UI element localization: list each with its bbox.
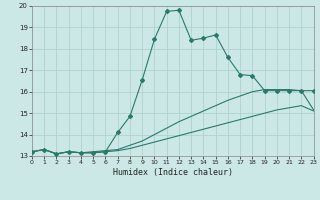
X-axis label: Humidex (Indice chaleur): Humidex (Indice chaleur) bbox=[113, 168, 233, 177]
